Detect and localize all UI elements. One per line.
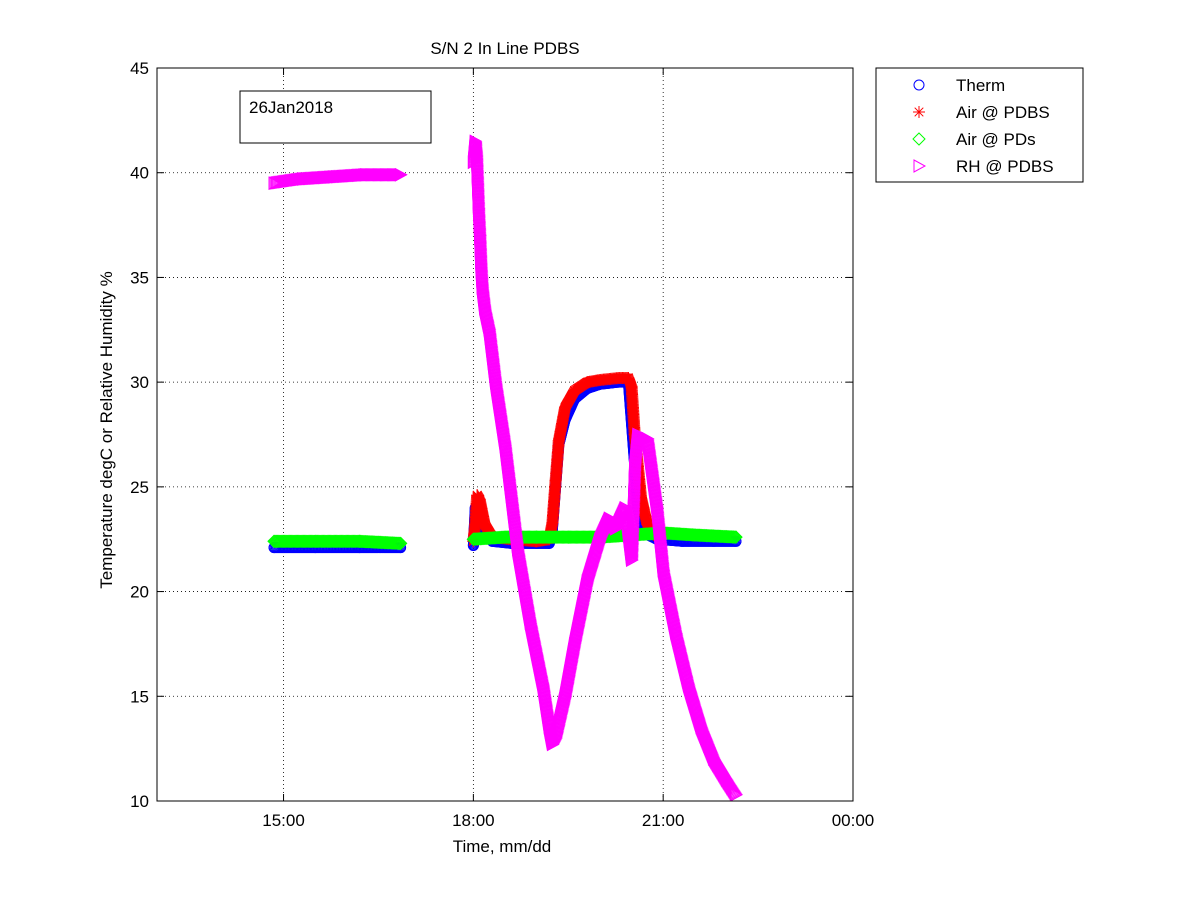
trace-marker: [728, 530, 742, 544]
trace-marker: [729, 785, 742, 800]
series-rh-pdbs: [268, 134, 743, 802]
trace-marker: [391, 536, 405, 550]
trace-marker: [389, 536, 403, 550]
legend-label: Therm: [956, 76, 1005, 95]
x-tick-label: 18:00: [452, 811, 495, 830]
annotation-frame: [239, 90, 432, 144]
trace-marker: [727, 782, 740, 797]
x-tick-label: 21:00: [642, 811, 685, 830]
trace-marker: [393, 536, 408, 551]
trace-marker: [388, 536, 402, 550]
legend-frame: [875, 67, 1084, 183]
trace-marker: [392, 167, 406, 182]
trace-marker: [726, 530, 741, 544]
x-tick-label: 15:00: [262, 811, 305, 830]
y-tick-label: 20: [130, 583, 149, 602]
chart-title: S/N 2 In Line PDBS: [430, 39, 579, 58]
annotation-date: 26Jan2018: [249, 98, 333, 117]
trace-marker: [726, 781, 739, 795]
x-axis-label: Time, mm/dd: [453, 837, 552, 856]
y-tick-label: 35: [130, 268, 149, 287]
trace-marker: [390, 536, 404, 550]
y-tick-label: 40: [130, 164, 149, 183]
x-tick-label: 00:00: [832, 811, 875, 830]
y-tick-label: 45: [130, 59, 149, 78]
y-axis-label: Temperature degC or Relative Humidity %: [97, 271, 116, 588]
trace-marker: [723, 530, 737, 544]
y-tick-label: 30: [130, 373, 149, 392]
annotation-box: 26Jan2018: [239, 90, 432, 144]
trace-marker: [729, 530, 743, 544]
legend-label: Air @ PDBS: [956, 103, 1050, 122]
axis-ticks: 15:00 18:00 21:00 00:00 10 15 20 25 30 35 40 45: [130, 59, 874, 830]
trace-marker: [393, 167, 407, 182]
legend-marker: [913, 106, 925, 118]
data-series: [267, 134, 743, 802]
legend-label: Air @ PDs: [956, 130, 1036, 149]
legend-marker: [913, 79, 925, 91]
trace-marker: [390, 167, 404, 182]
trace-marker: [724, 530, 738, 544]
trace-marker: [728, 784, 742, 799]
legend-marker: [913, 159, 927, 173]
y-tick-label: 15: [130, 687, 149, 706]
legend-label: RH @ PDBS: [956, 157, 1054, 176]
trace-marker: [726, 782, 740, 796]
trace-marker: [727, 783, 741, 798]
legend-marker: [912, 132, 926, 146]
trace-marker: [395, 167, 408, 182]
legend: Therm Air @ PDBS Air @ PDs RH @ PDBS: [875, 67, 1084, 183]
y-tick-label: 25: [130, 478, 149, 497]
trace-marker: [729, 786, 743, 801]
y-tick-label: 10: [130, 792, 149, 811]
trace-marker: [391, 167, 405, 182]
trace-marker: [725, 530, 740, 544]
trace-marker: [392, 536, 407, 551]
trace-marker: [730, 787, 743, 802]
plot-frame: [156, 67, 854, 802]
